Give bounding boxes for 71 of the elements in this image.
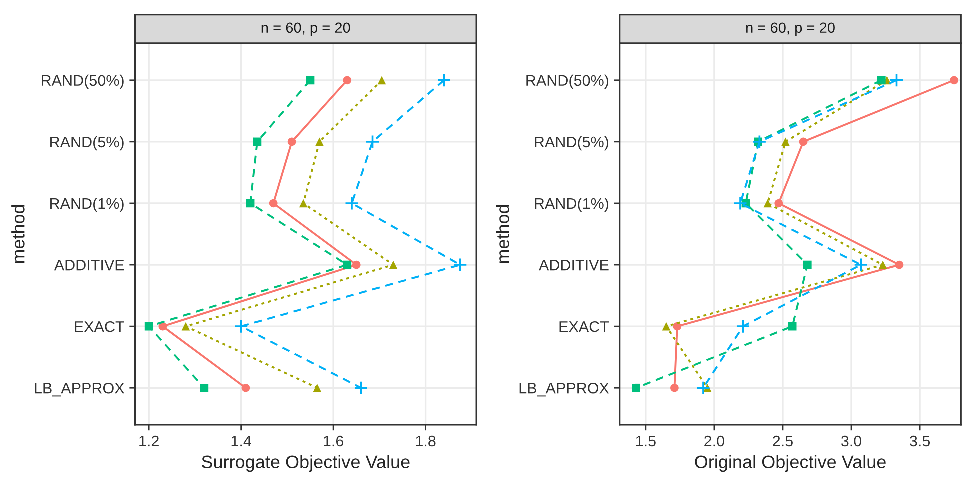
point: [352, 260, 361, 270]
y-tick-label: RAND(5%): [50, 136, 124, 151]
y-axis-title: method: [12, 205, 25, 264]
point: [158, 322, 168, 331]
point: [696, 380, 711, 396]
point: [242, 384, 250, 392]
x-tick-label: 1.8: [416, 436, 436, 447]
point: [378, 76, 386, 85]
chart-title: n = 60, p = 20: [262, 22, 350, 36]
point: [662, 322, 671, 331]
point: [299, 199, 308, 208]
y-tick-label: LB_APPROX: [520, 382, 610, 397]
point: [673, 322, 682, 331]
y-tick-label: EXACT: [75, 321, 124, 332]
point: [343, 76, 352, 85]
y-tick-label: ADDITIVE: [539, 260, 609, 271]
point: [670, 384, 679, 392]
point: [437, 73, 452, 88]
x-tick-label: 1.6: [324, 436, 344, 447]
point: [389, 260, 398, 270]
point: [764, 199, 772, 208]
y-tick-label: RAND(1%): [50, 198, 124, 212]
point: [733, 196, 748, 211]
point: [803, 260, 812, 270]
point: [316, 138, 324, 146]
x-tick-label: 2.0: [704, 436, 724, 447]
y-axis-title: method: [496, 205, 510, 264]
x-axis-title: Original Objective Value: [695, 455, 886, 472]
point: [788, 322, 797, 331]
point: [246, 199, 255, 208]
x-tick-label: 1.5: [636, 436, 656, 447]
point: [366, 134, 380, 150]
x-tick-label: 1.2: [140, 436, 159, 447]
point: [950, 76, 958, 85]
point: [799, 138, 808, 146]
x-tick-label: 3.5: [910, 436, 930, 447]
point: [354, 380, 368, 396]
point: [182, 322, 190, 331]
point: [344, 196, 360, 211]
y-tick-label: RAND(50%): [42, 74, 124, 90]
point: [736, 319, 750, 334]
point: [234, 319, 248, 334]
x-tick-label: 2.5: [773, 436, 793, 447]
point: [269, 199, 278, 208]
x-tick-label: 3.0: [841, 436, 862, 447]
point: [895, 260, 904, 270]
y-tick-label: EXACT: [560, 321, 610, 332]
point: [854, 258, 868, 272]
y-tick-label: RAND(1%): [535, 198, 609, 212]
y-tick-label: ADDITIVE: [54, 260, 124, 271]
chart-title: n = 60, p = 20: [746, 22, 835, 36]
y-tick-label: RAND(5%): [535, 136, 609, 151]
point: [632, 384, 640, 392]
point: [782, 138, 790, 146]
point: [878, 76, 886, 85]
y-tick-label: LB_APPROX: [35, 382, 124, 397]
point: [752, 134, 767, 150]
point: [306, 76, 315, 85]
y-tick-label: RAND(50%): [526, 74, 609, 90]
point: [453, 258, 468, 272]
point: [890, 73, 904, 88]
x-axis-title: Surrogate Objective Value: [202, 455, 410, 472]
point: [288, 138, 296, 146]
point: [878, 260, 888, 270]
x-tick-label: 1.4: [232, 436, 252, 447]
point: [774, 199, 784, 208]
point: [253, 138, 262, 146]
point: [313, 384, 322, 392]
point: [144, 322, 154, 331]
point: [343, 260, 352, 270]
point: [200, 384, 209, 392]
